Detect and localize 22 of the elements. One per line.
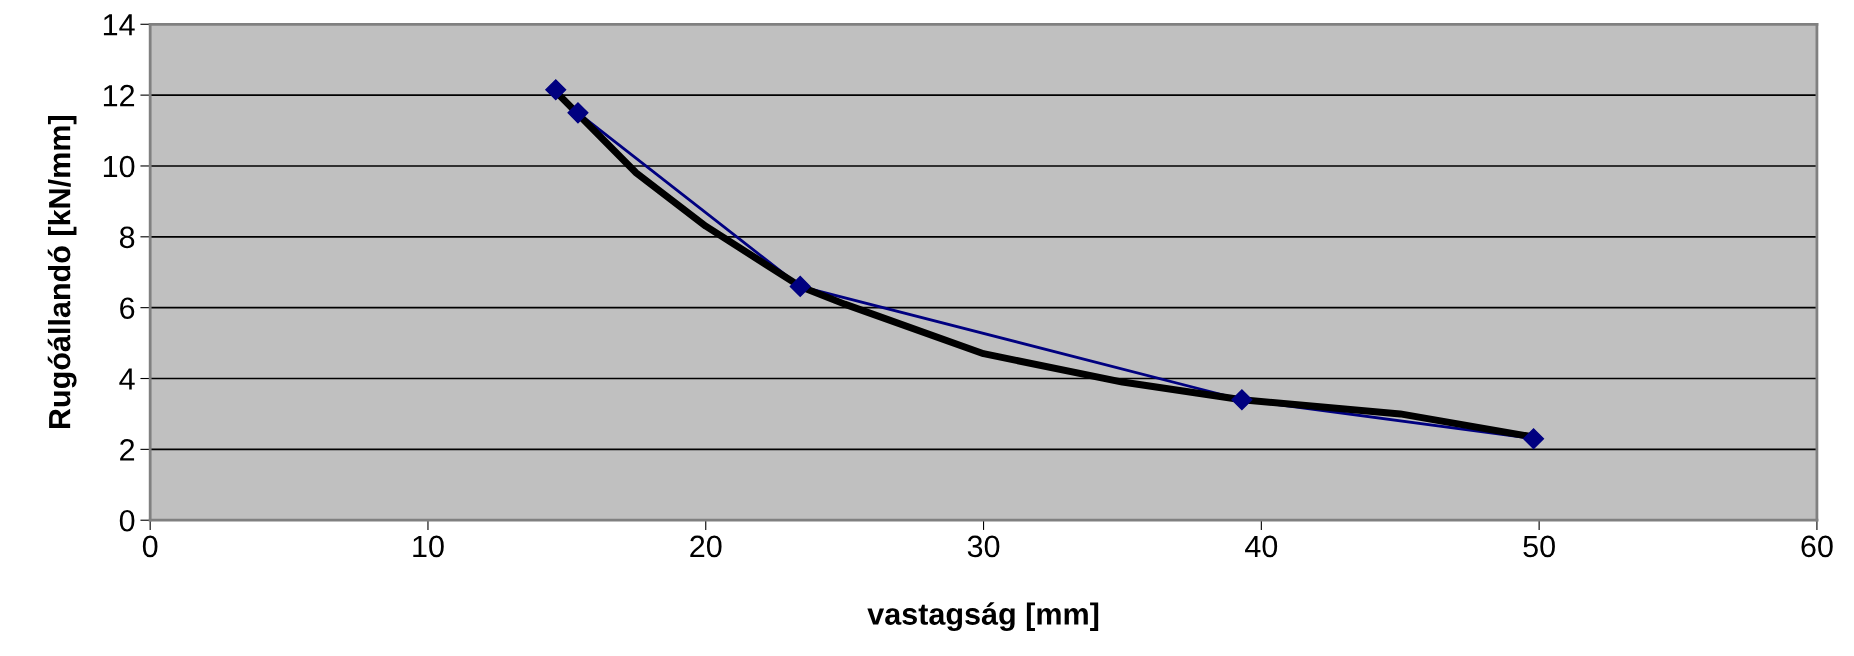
x-tick-label: 10 (413, 535, 444, 558)
x-tick-label: 30 (967, 535, 1000, 558)
x-tick-label: 60 (1801, 535, 1833, 558)
y-tick-label: 4 (119, 368, 135, 390)
y-tick-label: 14 (103, 14, 135, 36)
y-tick-label: 2 (120, 439, 135, 461)
y-tick-label: 0 (119, 509, 135, 532)
point (789, 275, 811, 297)
point (545, 79, 567, 101)
y-tick-label: 10 (103, 155, 135, 178)
point (1231, 389, 1253, 411)
x-tick-label: 50 (1523, 535, 1555, 558)
x-axis-title: vastagság [mm] (867, 602, 1099, 632)
x-tick-label: 20 (690, 535, 722, 558)
y-axis-title: Rugóállandó [kN/mm] (47, 116, 77, 429)
y-tick-label: 8 (119, 226, 135, 249)
y-tick-label: 6 (120, 297, 135, 320)
y-tick-label: 12 (103, 84, 135, 107)
point (567, 102, 589, 124)
point (1523, 428, 1545, 450)
x-tick-label: 0 (142, 535, 158, 558)
x-tick-label: 40 (1245, 535, 1278, 558)
